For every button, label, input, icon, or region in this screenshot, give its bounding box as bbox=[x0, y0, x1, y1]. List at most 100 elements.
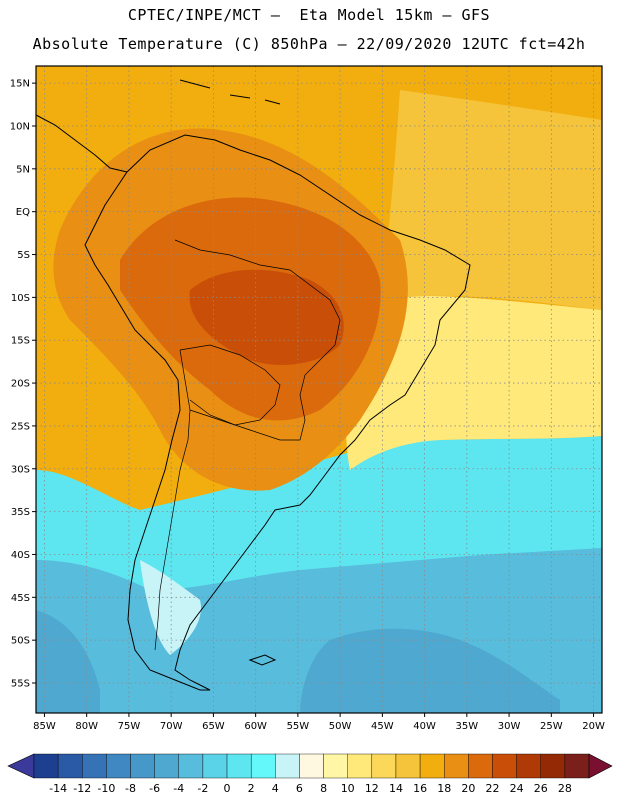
colorbar-label: -6 bbox=[149, 782, 160, 795]
colorbar-swatch bbox=[395, 753, 421, 779]
colorbar-label: 14 bbox=[389, 782, 403, 795]
lat-tick-label: 15N bbox=[10, 79, 30, 90]
colorbar-swatch bbox=[82, 753, 107, 779]
colorbar-swatch bbox=[564, 753, 590, 779]
colorbar-label: 12 bbox=[365, 782, 379, 795]
lat-tick-label: 25S bbox=[11, 421, 30, 432]
lat-tick-label: 5N bbox=[16, 164, 30, 175]
border-bolivia bbox=[179, 344, 281, 426]
colorbar-label: 6 bbox=[296, 782, 303, 795]
colorbar-swatch bbox=[202, 753, 228, 779]
colorbar-swatch bbox=[57, 753, 83, 779]
colorbar-swatch bbox=[154, 753, 179, 779]
colorbar-swatch bbox=[299, 753, 324, 779]
lat-tick-label: 20S bbox=[11, 379, 30, 390]
colorbar-label: -8 bbox=[125, 782, 136, 795]
colorbar-swatch bbox=[371, 753, 397, 779]
colorbar-label: 10 bbox=[341, 782, 355, 795]
field-cold-patch bbox=[300, 628, 560, 713]
lat-tick-label: 30S bbox=[11, 464, 30, 475]
lon-tick-label: 25W bbox=[540, 721, 563, 732]
colorbar-swatch bbox=[323, 753, 348, 779]
colorbar-label: 26 bbox=[534, 782, 548, 795]
lat-tick-label: 45S bbox=[11, 593, 30, 604]
colorbar-label: -12 bbox=[73, 782, 91, 795]
colorbar-swatch bbox=[468, 753, 493, 779]
colorbar-swatch bbox=[106, 753, 131, 779]
colorbar-label: 24 bbox=[510, 782, 524, 795]
lon-tick-label: 50W bbox=[329, 721, 352, 732]
latitude-axis: 15N 10N 5N EQ 5S 10S 15S 20S 25S 30S 35S 40S 45S 50S 5… bbox=[10, 79, 36, 690]
colorbar-label: 28 bbox=[558, 782, 572, 795]
colorbar-swatch bbox=[226, 753, 252, 779]
colorbar-label: 20 bbox=[461, 782, 475, 795]
colorbar-label: 8 bbox=[320, 782, 327, 795]
lat-tick-label: 15S bbox=[11, 336, 30, 347]
colorbar-swatch bbox=[444, 753, 469, 779]
central-america bbox=[36, 114, 128, 173]
plot-frame bbox=[35, 65, 603, 714]
lon-tick-label: 70W bbox=[160, 721, 183, 732]
colorbar-label: -10 bbox=[97, 782, 115, 795]
country-borders bbox=[154, 239, 341, 651]
title-line-2: Absolute Temperature (C) 850hPa – 22/09/… bbox=[32, 35, 586, 53]
field-andes-cold bbox=[140, 560, 201, 655]
longitude-axis: 85W 80W 75W 70W 65W 60W 55W 50W 45W 40W 35W 30W 25W 2… bbox=[33, 713, 605, 732]
colorbar-label: 16 bbox=[413, 782, 427, 795]
colorbar-swatch bbox=[250, 753, 276, 779]
lon-tick-label: 80W bbox=[75, 721, 98, 732]
colorbar-label: -2 bbox=[197, 782, 208, 795]
lon-tick-label: 40W bbox=[413, 721, 436, 732]
field-cold-patch-west bbox=[36, 610, 100, 713]
coastline bbox=[36, 79, 471, 691]
lon-tick-label: 55W bbox=[287, 721, 310, 732]
lon-tick-label: 20W bbox=[582, 721, 605, 732]
lat-tick-label: 10S bbox=[11, 293, 30, 304]
colorbar-swatch bbox=[492, 753, 517, 779]
lat-tick-label: 55S bbox=[11, 679, 30, 690]
falklands bbox=[248, 654, 277, 666]
colorbar-over-arrow bbox=[588, 753, 613, 779]
lat-tick-label: 50S bbox=[11, 636, 30, 647]
colorbar-swatch bbox=[33, 753, 59, 779]
border-brazil-west bbox=[174, 239, 341, 441]
colorbar-label: 0 bbox=[224, 782, 231, 795]
lat-tick-label: EQ bbox=[16, 207, 30, 218]
lat-tick-label: 5S bbox=[17, 250, 30, 261]
colorbar-label: -14 bbox=[49, 782, 67, 795]
colorbar-swatch bbox=[178, 753, 204, 779]
colorbar-swatch bbox=[347, 753, 373, 779]
colorbar-label: -4 bbox=[173, 782, 184, 795]
lon-tick-label: 60W bbox=[244, 721, 267, 732]
lon-tick-label: 65W bbox=[202, 721, 225, 732]
lat-tick-label: 35S bbox=[11, 507, 30, 518]
field-central-core bbox=[189, 269, 344, 365]
colorbar-swatch bbox=[516, 753, 541, 779]
colorbar-under-arrow bbox=[7, 753, 35, 779]
colorbar: -14 -12 -10 -8 -6 -4 -2 0 2 4 6 8 10 12 14 16 18 20 22 24 26… bbox=[7, 753, 613, 795]
south-america-coast bbox=[84, 134, 471, 691]
colorbar-swatch bbox=[540, 753, 566, 779]
lat-tick-label: 40S bbox=[11, 550, 30, 561]
map-field bbox=[36, 66, 602, 713]
lon-tick-label: 35W bbox=[456, 721, 479, 732]
lon-tick-label: 30W bbox=[498, 721, 521, 732]
colorbar-swatch bbox=[419, 753, 445, 779]
colorbar-label: 18 bbox=[437, 782, 451, 795]
field-coast-warm bbox=[346, 295, 602, 470]
colorbar-label: 22 bbox=[485, 782, 499, 795]
caribbean-islands bbox=[179, 79, 281, 105]
colorbar-swatch bbox=[275, 753, 300, 779]
border-andes bbox=[154, 349, 191, 651]
field-atlantic-mild bbox=[380, 90, 602, 310]
lon-tick-label: 85W bbox=[33, 721, 56, 732]
lon-tick-label: 75W bbox=[118, 721, 141, 732]
lon-tick-label: 45W bbox=[371, 721, 394, 732]
colorbar-swatch bbox=[130, 753, 155, 779]
colorbar-label: 2 bbox=[248, 782, 255, 795]
title-line-1: CPTEC/INPE/MCT – Eta Model 15km – GFS bbox=[127, 6, 491, 24]
border-argentina-north bbox=[189, 409, 300, 441]
lat-tick-label: 10N bbox=[10, 121, 30, 132]
colorbar-label: 4 bbox=[272, 782, 279, 795]
